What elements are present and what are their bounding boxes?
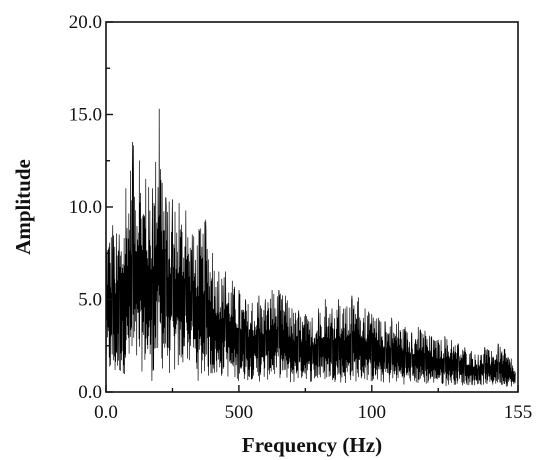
series-line [105,108,516,387]
y-tick-label: 10.0 [69,197,102,218]
y-axis: 0.0 5.0 10.0 15.0 20.0 [69,12,113,403]
x-tick-label: 0.0 [94,402,118,423]
x-tick-label: 100 [358,402,387,423]
x-axis-title: Frequency (Hz) [242,433,382,457]
x-tick-label: 155 [504,402,533,423]
y-tick-label: 20.0 [69,12,102,33]
y-tick-label: 15.0 [69,105,102,126]
y-tick-label: 5.0 [78,290,102,311]
y-axis-title: Amplitude [11,159,35,255]
plot-area [105,108,516,387]
y-tick-label: 0.0 [78,382,102,403]
x-tick-label: 500 [225,402,254,423]
x-axis: 0.0 500 100 155 [94,385,532,423]
